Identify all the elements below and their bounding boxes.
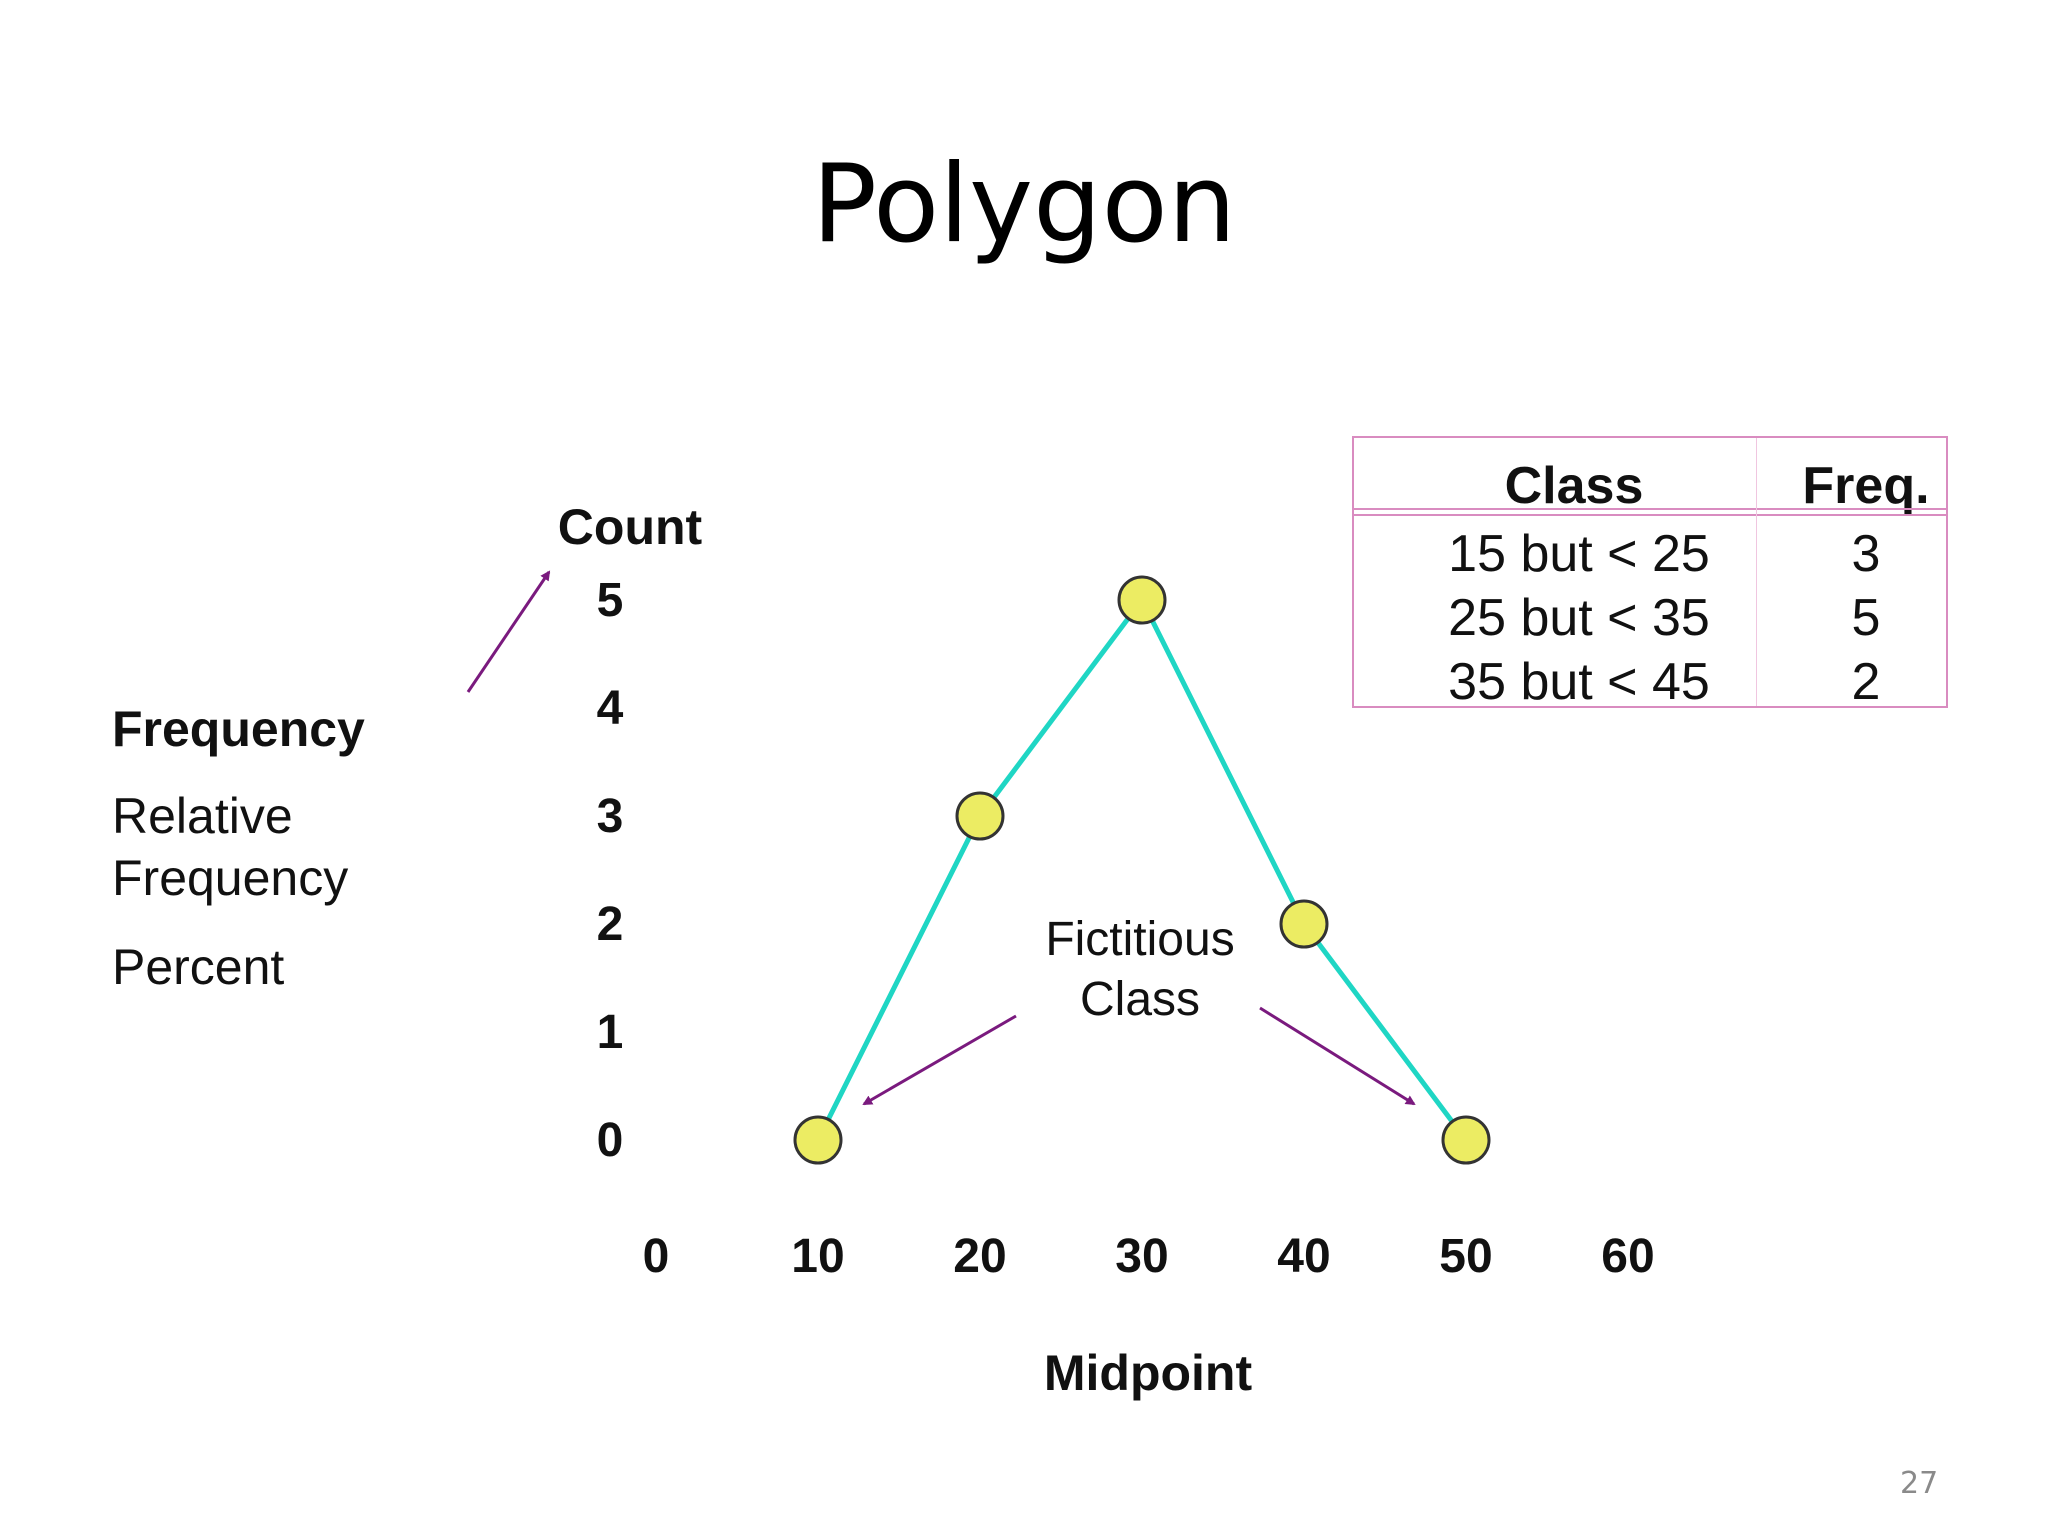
x-tick-label: 30 — [1115, 1230, 1168, 1283]
data-point-marker — [1279, 899, 1329, 949]
table-column-divider — [1756, 438, 1757, 706]
data-point-marker — [955, 791, 1005, 841]
fictitious-class-annotation: Fictitious Class — [1045, 913, 1235, 1026]
slide-title: Polygon — [811, 142, 1237, 267]
x-axis-title: Midpoint — [1044, 1345, 1253, 1401]
axis-pointer-arrow — [466, 570, 551, 693]
x-tick-label: 40 — [1277, 1230, 1330, 1283]
table-cell-freq: 3 — [1851, 525, 1881, 583]
table-header-rule — [1354, 508, 1946, 510]
table-header-class: Class — [1504, 457, 1644, 515]
fictitious-class-left-arrow — [862, 1014, 1017, 1106]
y-tick-label: 3 — [597, 790, 624, 843]
fictitious-class-right-arrow — [1259, 1006, 1416, 1106]
page-number: 27 — [1900, 1466, 1939, 1501]
y-tick-label: 5 — [597, 574, 624, 627]
data-point-marker — [1441, 1115, 1491, 1165]
percent-label: Percent — [112, 939, 285, 995]
frequency-table: Class Freq. 15 but < 25 3 25 but < 35 5 … — [1352, 436, 1948, 711]
table-header-rule-double — [1354, 514, 1946, 516]
x-tick-label: 20 — [953, 1230, 1006, 1283]
relative-frequency-label: Relative Frequency — [112, 788, 349, 906]
y-axis-title: Count — [558, 499, 703, 555]
x-tick-label: 60 — [1601, 1230, 1654, 1283]
x-tick-label: 0 — [643, 1230, 670, 1283]
table-cell-class: 25 but < 35 — [1448, 589, 1710, 647]
data-point-marker — [793, 1115, 843, 1165]
table-cell-class: 15 but < 25 — [1448, 525, 1710, 583]
y-tick-label: 1 — [597, 1006, 624, 1059]
table-cell-class: 35 but < 45 — [1448, 653, 1710, 711]
table-cell-freq: 5 — [1851, 589, 1881, 647]
x-tick-label: 10 — [791, 1230, 844, 1283]
table-header-freq: Freq. — [1802, 457, 1930, 515]
y-tick-label: 4 — [597, 682, 624, 735]
data-point-marker — [1117, 575, 1167, 625]
y-tick-label: 2 — [597, 898, 624, 951]
x-tick-label: 50 — [1439, 1230, 1492, 1283]
table-cell-freq: 2 — [1851, 653, 1881, 711]
y-tick-label: 0 — [597, 1114, 624, 1167]
frequency-label: Frequency — [112, 701, 365, 757]
